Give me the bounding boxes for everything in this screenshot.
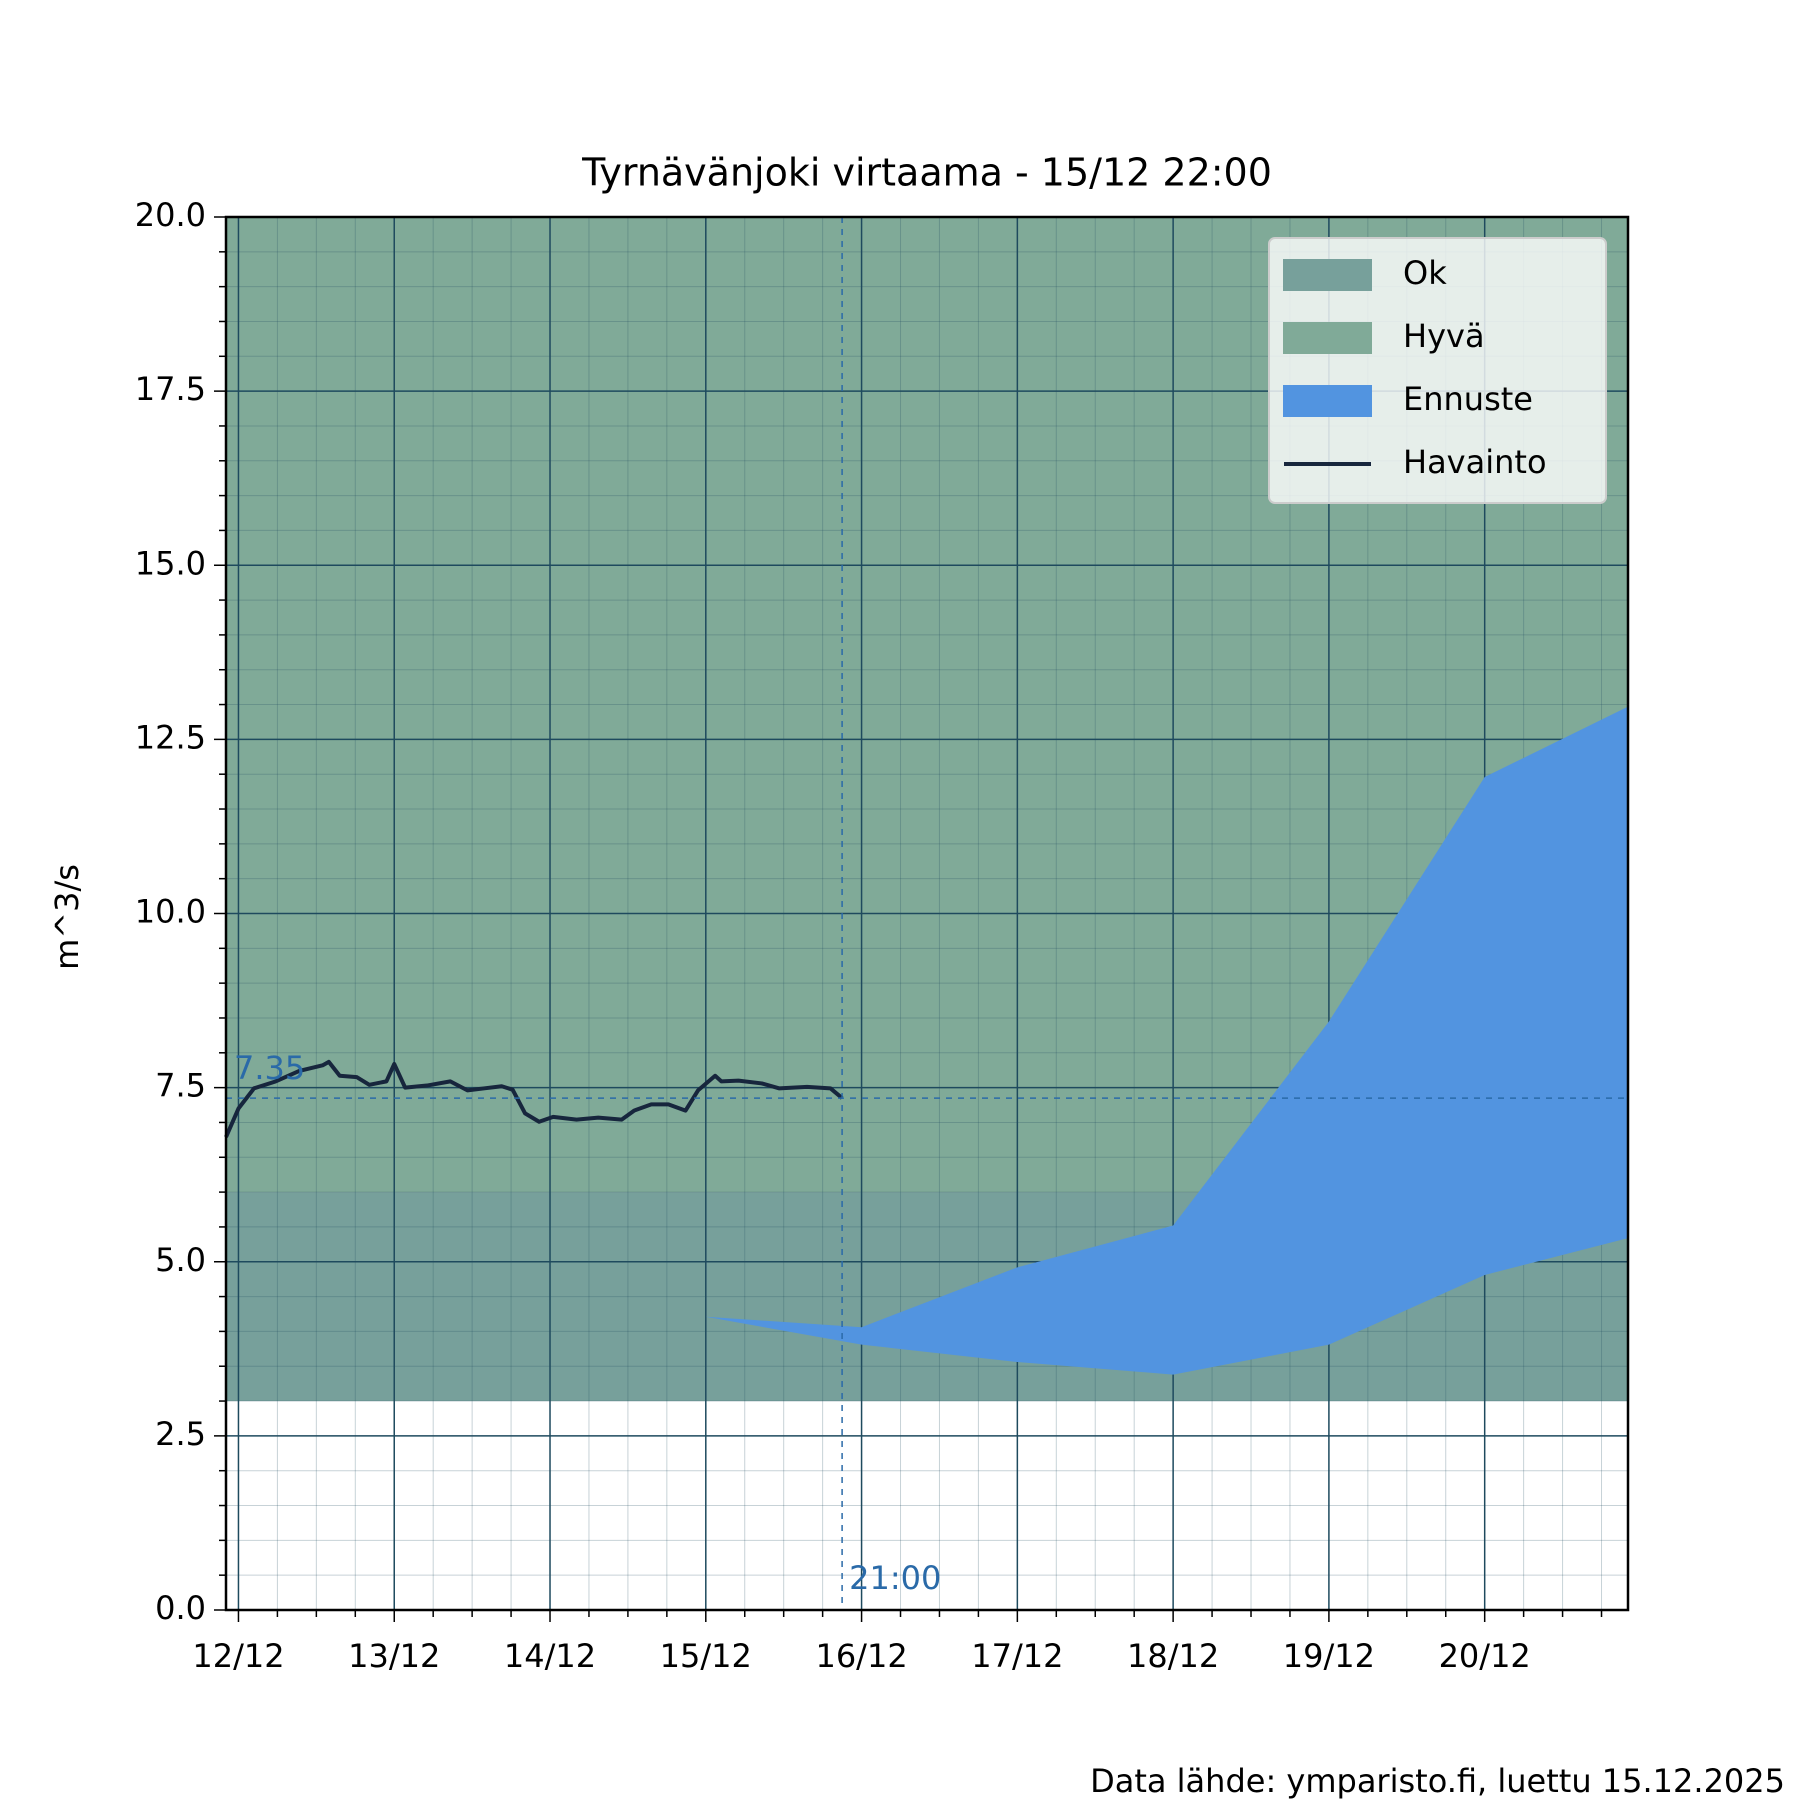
x-tick-label: 15/12: [660, 1637, 752, 1675]
legend: Ok Hyvä Ennuste Havainto: [1268, 237, 1607, 504]
y-tick-label: 2.5: [155, 1415, 206, 1453]
x-tick-label: 12/12: [192, 1637, 284, 1675]
legend-swatch: [1283, 259, 1372, 291]
x-tick-label: 16/12: [815, 1637, 907, 1675]
current-value-label: 7.35: [234, 1049, 305, 1087]
legend-swatch: [1283, 322, 1372, 354]
y-tick-label: 5.0: [155, 1241, 206, 1279]
footer: Data lähde: ymparisto.fi, luettu 15.12.2…: [1090, 1762, 1785, 1800]
chart-title: Tyrnävänjoki virtaama - 15/12 22:00: [581, 151, 1272, 195]
observed-line: [224, 1059, 844, 1138]
y-tick-label: 15.0: [135, 544, 206, 582]
y-tick-label: 20.0: [135, 196, 206, 234]
legend-label: Ennuste: [1403, 380, 1533, 418]
x-tick-label: 17/12: [971, 1637, 1063, 1675]
x-tick-label: 14/12: [504, 1637, 596, 1675]
x-tick-label: 19/12: [1283, 1637, 1375, 1675]
y-tick-label: 17.5: [135, 370, 206, 408]
current-time-label: 21:00: [849, 1559, 941, 1597]
legend-label: Havainto: [1403, 443, 1547, 481]
y-tick-label: 0.0: [155, 1589, 206, 1627]
legend-label: Hyvä: [1403, 317, 1485, 355]
legend-box: [1268, 237, 1607, 504]
x-tick-label: 13/12: [348, 1637, 440, 1675]
legend-label: Ok: [1403, 254, 1447, 292]
plot-frame: [224, 215, 1630, 1612]
legend-swatch: [1283, 385, 1372, 417]
y-tick-label: 7.5: [155, 1067, 206, 1105]
y-tick-label: 12.5: [135, 718, 206, 756]
y-axis-label: m^3/s: [48, 864, 86, 970]
x-tick-label: 20/12: [1439, 1637, 1531, 1675]
y-tick-label: 10.0: [135, 893, 206, 931]
x-tick-label: 18/12: [1127, 1637, 1219, 1675]
forecast-area: [705, 706, 1628, 1375]
